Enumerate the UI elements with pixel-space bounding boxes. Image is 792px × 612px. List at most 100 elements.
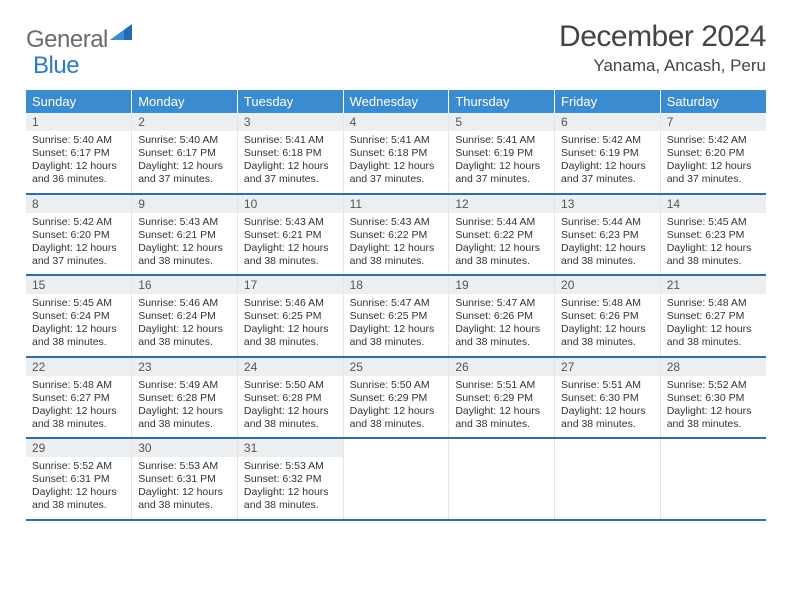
day-number: 24 [238, 358, 343, 376]
calendar-column-header: Thursday [449, 90, 555, 113]
day-details: Sunrise: 5:43 AMSunset: 6:21 PMDaylight:… [132, 213, 237, 275]
calendar-day-cell: 12Sunrise: 5:44 AMSunset: 6:22 PMDayligh… [449, 194, 555, 276]
calendar-day-cell: 28Sunrise: 5:52 AMSunset: 6:30 PMDayligh… [660, 357, 766, 439]
calendar-day-cell: 21Sunrise: 5:48 AMSunset: 6:27 PMDayligh… [660, 275, 766, 357]
day-details: Sunrise: 5:45 AMSunset: 6:24 PMDaylight:… [26, 294, 131, 356]
calendar-day-cell: 27Sunrise: 5:51 AMSunset: 6:30 PMDayligh… [555, 357, 661, 439]
day-number: 10 [238, 195, 343, 213]
calendar-day-cell: 10Sunrise: 5:43 AMSunset: 6:21 PMDayligh… [237, 194, 343, 276]
calendar-day-cell: 29Sunrise: 5:52 AMSunset: 6:31 PMDayligh… [26, 438, 132, 520]
day-number: 5 [449, 113, 554, 131]
day-number: 22 [26, 358, 131, 376]
day-number: 18 [344, 276, 449, 294]
day-number: 31 [238, 439, 343, 457]
calendar-day-cell: 20Sunrise: 5:48 AMSunset: 6:26 PMDayligh… [555, 275, 661, 357]
day-number: 23 [132, 358, 237, 376]
calendar-day-cell: 25Sunrise: 5:50 AMSunset: 6:29 PMDayligh… [343, 357, 449, 439]
day-number: 8 [26, 195, 131, 213]
day-number: 21 [661, 276, 766, 294]
calendar-day-cell: 16Sunrise: 5:46 AMSunset: 6:24 PMDayligh… [132, 275, 238, 357]
page-title: December 2024 [559, 20, 766, 54]
calendar-day-cell: 23Sunrise: 5:49 AMSunset: 6:28 PMDayligh… [132, 357, 238, 439]
calendar-day-cell: 14Sunrise: 5:45 AMSunset: 6:23 PMDayligh… [660, 194, 766, 276]
day-number: 26 [449, 358, 554, 376]
day-details: Sunrise: 5:42 AMSunset: 6:20 PMDaylight:… [661, 131, 766, 193]
day-number: 25 [344, 358, 449, 376]
day-details: Sunrise: 5:42 AMSunset: 6:19 PMDaylight:… [555, 131, 660, 193]
day-details: Sunrise: 5:45 AMSunset: 6:23 PMDaylight:… [661, 213, 766, 275]
calendar-day-cell: 11Sunrise: 5:43 AMSunset: 6:22 PMDayligh… [343, 194, 449, 276]
day-number: 15 [26, 276, 131, 294]
calendar-day-cell: 18Sunrise: 5:47 AMSunset: 6:25 PMDayligh… [343, 275, 449, 357]
day-number: 6 [555, 113, 660, 131]
calendar-day-cell: 3Sunrise: 5:41 AMSunset: 6:18 PMDaylight… [237, 113, 343, 194]
calendar-day-cell: 8Sunrise: 5:42 AMSunset: 6:20 PMDaylight… [26, 194, 132, 276]
calendar-day-cell: 5Sunrise: 5:41 AMSunset: 6:19 PMDaylight… [449, 113, 555, 194]
calendar-day-cell: 13Sunrise: 5:44 AMSunset: 6:23 PMDayligh… [555, 194, 661, 276]
day-details: Sunrise: 5:51 AMSunset: 6:30 PMDaylight:… [555, 376, 660, 438]
day-details: Sunrise: 5:47 AMSunset: 6:25 PMDaylight:… [344, 294, 449, 356]
day-number: 14 [661, 195, 766, 213]
page-header: General December 2024 Yanama, Ancash, Pe… [26, 20, 766, 76]
calendar-day-cell: 26Sunrise: 5:51 AMSunset: 6:29 PMDayligh… [449, 357, 555, 439]
calendar-day-cell [449, 438, 555, 520]
day-details: Sunrise: 5:41 AMSunset: 6:18 PMDaylight:… [344, 131, 449, 193]
day-number: 9 [132, 195, 237, 213]
day-number: 2 [132, 113, 237, 131]
logo-word1: General [26, 26, 108, 54]
day-number: 13 [555, 195, 660, 213]
day-number: 20 [555, 276, 660, 294]
logo: General [26, 26, 134, 54]
calendar-day-cell: 30Sunrise: 5:53 AMSunset: 6:31 PMDayligh… [132, 438, 238, 520]
calendar-day-cell: 17Sunrise: 5:46 AMSunset: 6:25 PMDayligh… [237, 275, 343, 357]
calendar-column-header: Saturday [660, 90, 766, 113]
day-details: Sunrise: 5:44 AMSunset: 6:23 PMDaylight:… [555, 213, 660, 275]
day-number: 30 [132, 439, 237, 457]
day-details: Sunrise: 5:48 AMSunset: 6:27 PMDaylight:… [26, 376, 131, 438]
day-details: Sunrise: 5:52 AMSunset: 6:31 PMDaylight:… [26, 457, 131, 519]
day-number: 7 [661, 113, 766, 131]
day-details: Sunrise: 5:40 AMSunset: 6:17 PMDaylight:… [26, 131, 131, 193]
calendar-head: SundayMondayTuesdayWednesdayThursdayFrid… [26, 90, 766, 113]
calendar-day-cell: 1Sunrise: 5:40 AMSunset: 6:17 PMDaylight… [26, 113, 132, 194]
day-number: 29 [26, 439, 131, 457]
calendar-week-row: 1Sunrise: 5:40 AMSunset: 6:17 PMDaylight… [26, 113, 766, 194]
day-details: Sunrise: 5:43 AMSunset: 6:22 PMDaylight:… [344, 213, 449, 275]
calendar-column-header: Tuesday [237, 90, 343, 113]
calendar-column-header: Monday [132, 90, 238, 113]
day-number: 19 [449, 276, 554, 294]
calendar-day-cell [555, 438, 661, 520]
day-details: Sunrise: 5:42 AMSunset: 6:20 PMDaylight:… [26, 213, 131, 275]
calendar-day-cell: 15Sunrise: 5:45 AMSunset: 6:24 PMDayligh… [26, 275, 132, 357]
calendar-day-cell: 4Sunrise: 5:41 AMSunset: 6:18 PMDaylight… [343, 113, 449, 194]
day-details: Sunrise: 5:41 AMSunset: 6:18 PMDaylight:… [238, 131, 343, 193]
logo-triangle-icon [110, 24, 132, 45]
day-details: Sunrise: 5:50 AMSunset: 6:28 PMDaylight:… [238, 376, 343, 438]
day-details: Sunrise: 5:51 AMSunset: 6:29 PMDaylight:… [449, 376, 554, 438]
calendar-day-cell [660, 438, 766, 520]
calendar-column-header: Sunday [26, 90, 132, 113]
day-details: Sunrise: 5:48 AMSunset: 6:26 PMDaylight:… [555, 294, 660, 356]
day-number: 3 [238, 113, 343, 131]
day-details: Sunrise: 5:46 AMSunset: 6:24 PMDaylight:… [132, 294, 237, 356]
day-number: 1 [26, 113, 131, 131]
calendar-day-cell: 24Sunrise: 5:50 AMSunset: 6:28 PMDayligh… [237, 357, 343, 439]
day-number: 27 [555, 358, 660, 376]
day-details: Sunrise: 5:44 AMSunset: 6:22 PMDaylight:… [449, 213, 554, 275]
calendar-body: 1Sunrise: 5:40 AMSunset: 6:17 PMDaylight… [26, 113, 766, 520]
day-number: 16 [132, 276, 237, 294]
day-number: 28 [661, 358, 766, 376]
day-details: Sunrise: 5:53 AMSunset: 6:32 PMDaylight:… [238, 457, 343, 519]
calendar-day-cell: 9Sunrise: 5:43 AMSunset: 6:21 PMDaylight… [132, 194, 238, 276]
day-details: Sunrise: 5:49 AMSunset: 6:28 PMDaylight:… [132, 376, 237, 438]
page-subtitle: Yanama, Ancash, Peru [559, 56, 766, 76]
calendar-day-cell: 19Sunrise: 5:47 AMSunset: 6:26 PMDayligh… [449, 275, 555, 357]
calendar-week-row: 22Sunrise: 5:48 AMSunset: 6:27 PMDayligh… [26, 357, 766, 439]
day-number: 12 [449, 195, 554, 213]
day-details: Sunrise: 5:46 AMSunset: 6:25 PMDaylight:… [238, 294, 343, 356]
day-details: Sunrise: 5:52 AMSunset: 6:30 PMDaylight:… [661, 376, 766, 438]
title-block: December 2024 Yanama, Ancash, Peru [559, 20, 766, 76]
logo-word2: Blue [33, 52, 79, 80]
day-details: Sunrise: 5:41 AMSunset: 6:19 PMDaylight:… [449, 131, 554, 193]
calendar-week-row: 29Sunrise: 5:52 AMSunset: 6:31 PMDayligh… [26, 438, 766, 520]
